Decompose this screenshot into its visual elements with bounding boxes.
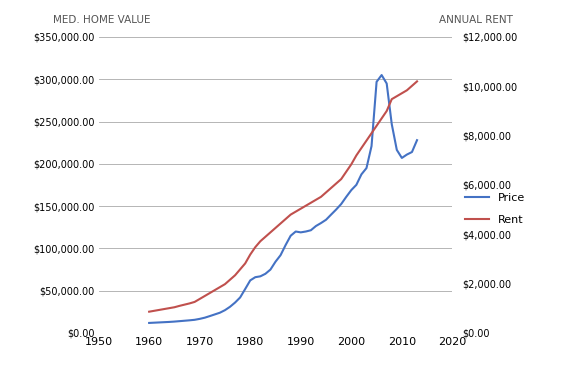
Rent <box>292 209 299 214</box>
Price <box>146 321 153 325</box>
Rent <box>146 309 153 314</box>
Price <box>292 229 299 234</box>
Rent <box>246 252 253 257</box>
Rent <box>302 204 309 208</box>
Price <box>378 73 385 77</box>
Legend: Price, Rent: Price, Rent <box>465 192 525 225</box>
Text: MED. HOME VALUE: MED. HOME VALUE <box>53 15 150 25</box>
Price <box>328 212 335 217</box>
Rent <box>328 186 335 190</box>
Text: ANNUAL RENT: ANNUAL RENT <box>438 15 513 25</box>
Price <box>414 138 420 142</box>
Rent <box>307 201 314 205</box>
Price <box>191 317 198 322</box>
Line: Price: Price <box>149 75 417 323</box>
Rent <box>191 300 198 304</box>
Price <box>307 228 314 232</box>
Line: Rent: Rent <box>149 81 417 312</box>
Rent <box>414 79 420 84</box>
Price <box>246 278 253 283</box>
Price <box>302 229 309 234</box>
